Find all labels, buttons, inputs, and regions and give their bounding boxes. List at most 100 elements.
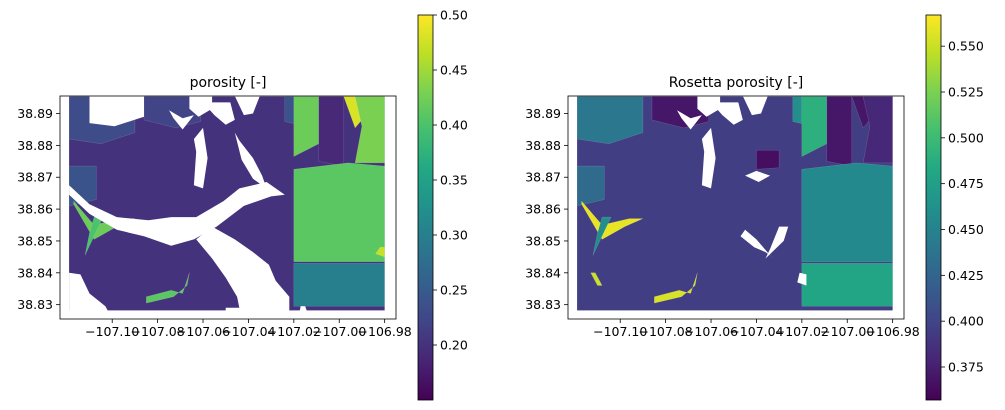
y-tick-label: 38.88 [525,138,561,153]
x-axis: −107.10−107.08−107.06−107.04−107.02−107.… [85,319,412,339]
no-data-area [193,127,208,189]
no-data-area [234,96,260,116]
x-tick-label: −107.06 [684,324,738,339]
no-data-area [234,132,267,189]
colorbar-tick-label: 0.20 [440,338,468,353]
colorbar-tick-label: 0.525 [948,85,984,100]
colorbar-tick-label: 0.550 [948,39,984,54]
soil-unit [801,96,827,157]
porosity-panel: porosity [-] −107.10−107.08−107.06−107.0… [17,8,468,401]
y-tick-label: 38.83 [17,297,53,312]
no-data-area [196,226,290,319]
colorbar-tick-label: 0.475 [948,176,984,191]
y-tick-label: 38.87 [17,170,53,185]
y-tick-label: 38.85 [17,233,53,248]
y-tick-label: 38.87 [525,170,561,185]
no-data-area [745,170,771,182]
no-data-area [189,96,213,117]
no-data-area [677,110,702,130]
soil-unit [756,150,780,170]
colorbar-tick-label: 0.25 [440,283,468,298]
y-tick-label: 38.83 [525,297,561,312]
soil-unit [293,262,385,307]
soil-unit [576,165,605,207]
colorbar-tick-label: 0.425 [948,268,984,283]
x-tick-label: −107.08 [639,324,693,339]
y-tick-label: 38.84 [17,265,53,280]
x-tick-label: −107.02 [775,324,829,339]
axes-frame [567,95,905,320]
soil-unit [576,96,644,145]
no-data-area [203,102,235,125]
colorbar-tick-label: 0.450 [948,222,984,237]
colorbar-ticks: 0.375 0.400 0.425 0.450 0.475 0.500 0.525 0.550 [941,39,984,375]
no-data-area [742,96,768,116]
no-data-area [797,272,807,286]
y-tick-label: 38.84 [525,265,561,280]
no-data-area [225,307,249,319]
rosetta-porosity-panel: Rosetta porosity [-] −107.10−107.08−107.… [525,14,984,401]
no-data-area [298,306,310,319]
no-data-area [89,96,144,127]
x-tick-label: −107.10 [593,324,647,339]
x-tick-label: −107.02 [267,324,321,339]
soil-unit [862,96,893,164]
soil-unit [592,216,612,256]
no-data-area [740,229,775,259]
x-tick-label: −106.98 [358,324,412,339]
colorbar: 0.20 0.25 0.30 0.35 0.40 0.45 0.50 [417,8,468,401]
no-data-area [765,226,789,259]
x-tick-label: −107.06 [176,324,230,339]
x-axis: −107.10−107.08−107.06−107.04−107.02−107.… [593,319,920,339]
y-tick-label: 38.86 [525,202,561,217]
colorbar-tick-label: 0.45 [440,63,468,78]
no-data-area [711,102,743,125]
map-canvas [68,96,385,319]
colorbar-tick-label: 0.375 [948,360,984,375]
soil-unit [801,162,893,262]
colorbar-tick-label: 0.400 [948,314,984,329]
no-data-area [69,272,113,319]
colorbar-tick-label: 0.40 [440,118,468,133]
chart-title: Rosetta porosity [-] [669,75,803,91]
y-tick-label: 38.89 [17,106,53,121]
x-tick-label: −107.04 [221,324,275,339]
chart-title: porosity [-] [190,75,267,91]
x-tick-label: −107.08 [131,324,185,339]
x-tick-label: −107.00 [820,324,874,339]
colorbar-ticks: 0.20 0.25 0.30 0.35 0.40 0.45 0.50 [433,8,468,353]
colorbar-tick-label: 0.500 [948,130,984,145]
colorbar: 0.375 0.400 0.425 0.450 0.475 0.500 0.525 0.550 [925,14,984,401]
soil-unit [146,272,190,304]
y-axis: 38.83 38.84 38.85 38.86 38.87 38.88 38.89 [17,106,60,312]
colorbar-gradient [925,14,942,401]
colorbar-gradient [417,14,434,401]
plot-area [59,95,397,320]
x-tick-label: −107.10 [85,324,139,339]
soil-unit [801,262,893,307]
soil-unit [293,96,319,157]
no-data-area [697,96,721,117]
colorbar-tick-label: 0.30 [440,228,468,243]
colorbar-tick-label: 0.50 [440,8,468,23]
soil-unit [826,96,852,167]
no-data-area [169,110,194,130]
y-tick-label: 38.88 [17,138,53,153]
soil-unit [375,247,385,258]
y-tick-label: 38.86 [17,202,53,217]
soil-unit [354,96,385,164]
soil-unit [318,96,344,167]
x-tick-label: −107.00 [312,324,366,339]
colorbar-tick-label: 0.35 [440,173,468,188]
y-tick-label: 38.85 [525,233,561,248]
map-canvas [576,96,893,311]
y-axis: 38.83 38.84 38.85 38.86 38.87 38.88 38.89 [525,106,568,312]
soil-unit [654,272,698,304]
x-tick-label: −106.98 [866,324,920,339]
soil-unit [590,272,603,286]
x-tick-label: −107.04 [729,324,783,339]
axes-frame [59,95,397,320]
no-data-area [69,182,285,246]
soil-unit [293,162,385,262]
